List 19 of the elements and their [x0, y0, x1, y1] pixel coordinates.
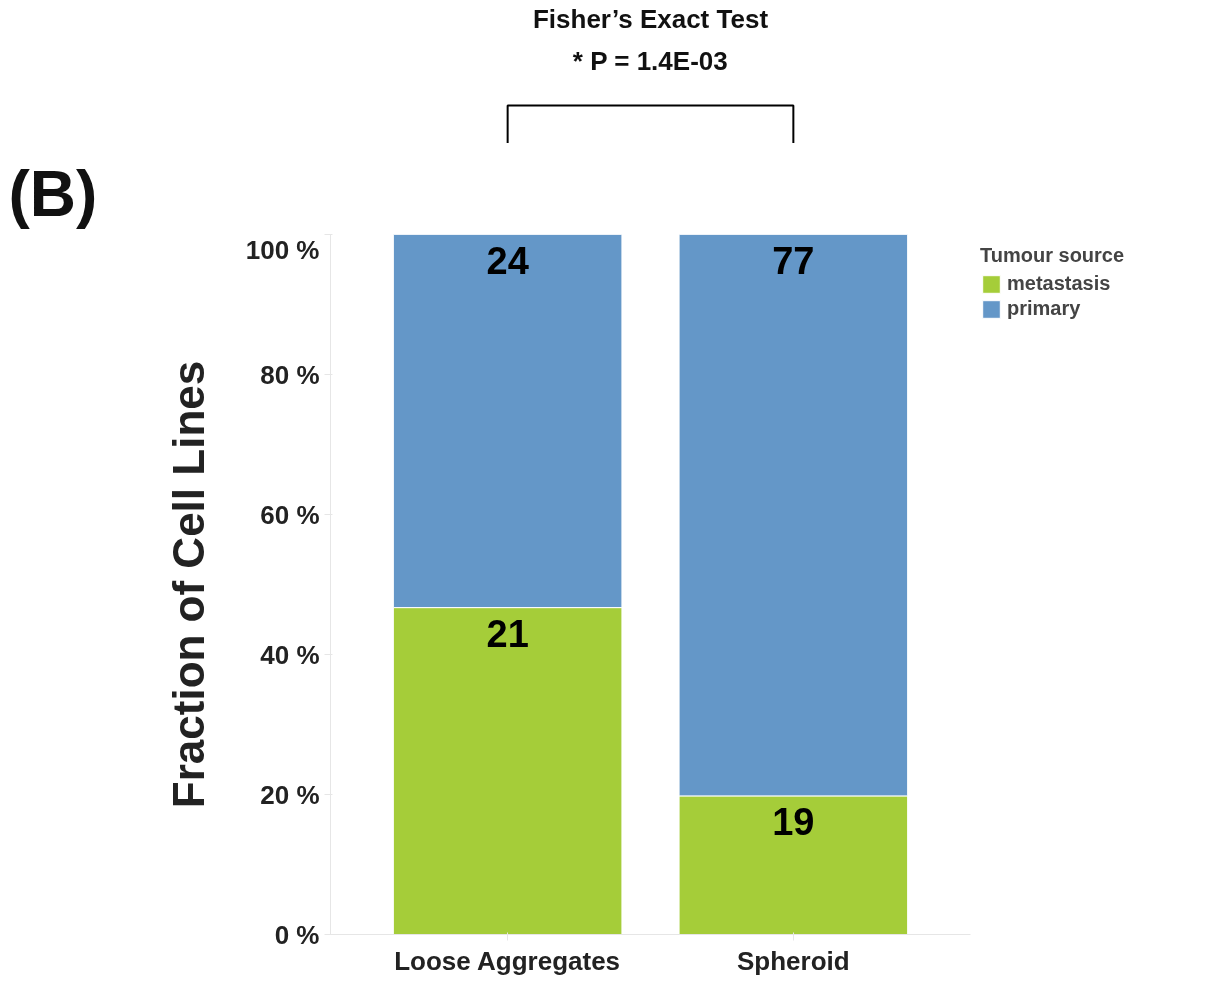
legend-title: Tumour source [980, 244, 1125, 267]
x-tick-label: Spheroid [737, 945, 850, 976]
y-tick-label: 80 % [260, 359, 320, 390]
text: (B) [8, 157, 98, 230]
y-tick-label: 20 % [260, 779, 320, 810]
y-tick-label: 100 % [245, 234, 320, 265]
annotation: 24 [486, 239, 529, 282]
y-tick-label: 40 % [260, 639, 320, 670]
legend-label: metastasis [1007, 272, 1111, 295]
y-axis-title: Fraction of Cell Lines [163, 360, 213, 809]
x-tick-label: Loose Aggregates [394, 945, 621, 976]
annotation: 21 [486, 612, 529, 655]
y-tick-label: 0 % [274, 919, 320, 950]
legend-label: primary [1007, 297, 1081, 320]
y-tick-label: 60 % [260, 499, 320, 530]
annotation: 19 [772, 800, 815, 843]
text: Fisher’s Exact Test [532, 3, 769, 34]
annotation: 77 [772, 239, 815, 282]
text: * P = 1.4E-03 [572, 45, 728, 76]
